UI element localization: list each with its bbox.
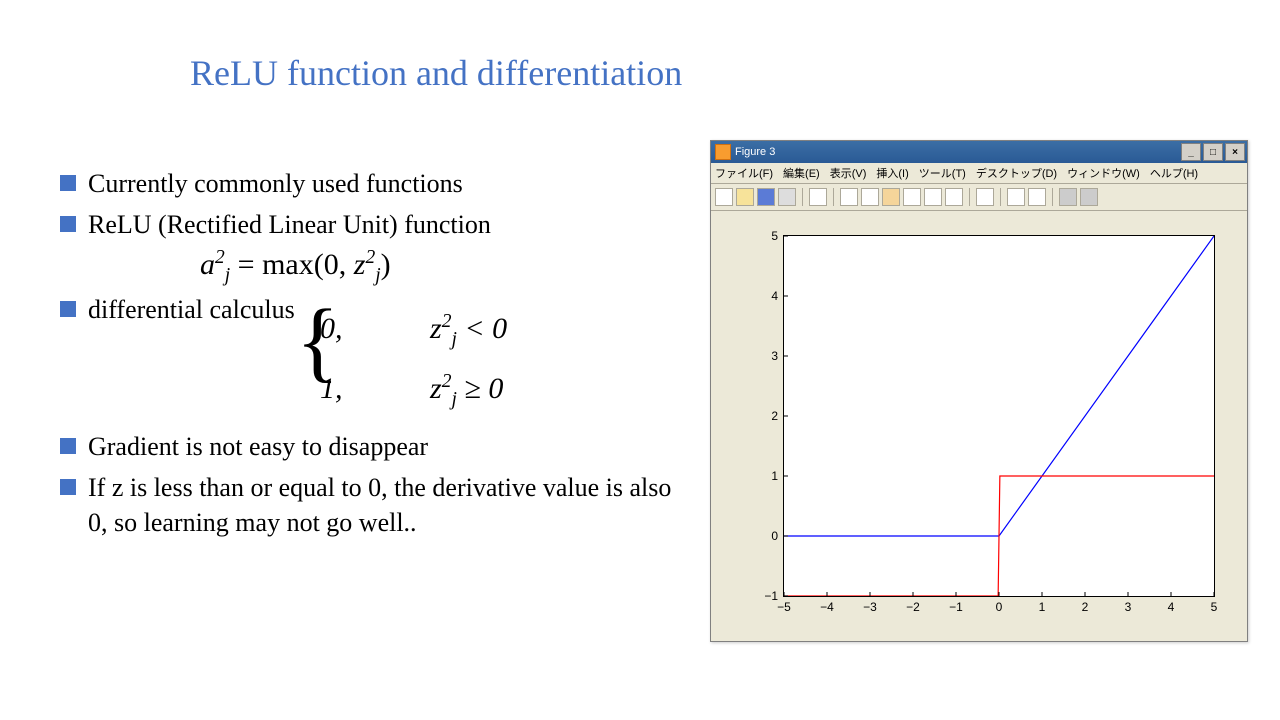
y-tick: 3	[748, 349, 784, 363]
bullet-text: differential calculus	[88, 292, 295, 327]
relu-equation: a2j = max(0, z2j)	[200, 248, 680, 282]
datacursor-icon[interactable]	[924, 188, 942, 206]
print-icon[interactable]	[778, 188, 796, 206]
pointer-icon[interactable]	[809, 188, 827, 206]
plot-panel: −1012345−5−4−3−2−1012345	[729, 221, 1229, 623]
open-icon[interactable]	[736, 188, 754, 206]
menubar: ファイル(F) 編集(E) 表示(V) 挿入(I) ツール(T) デスクトップ(…	[711, 163, 1247, 184]
undock-icon[interactable]	[1080, 188, 1098, 206]
brace: {	[296, 297, 339, 387]
y-tick: 0	[748, 529, 784, 543]
brush-icon[interactable]	[945, 188, 963, 206]
x-tick: 0	[996, 596, 1003, 614]
x-tick: 1	[1039, 596, 1046, 614]
plot-svg	[784, 236, 1214, 596]
x-tick: −3	[863, 596, 877, 614]
toolbar	[711, 184, 1247, 211]
piecewise-row: 0, z2j < 0	[320, 299, 680, 359]
axes: −1012345−5−4−3−2−1012345	[783, 235, 1215, 597]
rotate-icon[interactable]	[903, 188, 921, 206]
y-tick: 2	[748, 409, 784, 423]
colorbar-icon[interactable]	[1007, 188, 1025, 206]
menu-view[interactable]: 表示(V)	[830, 165, 867, 181]
x-tick: −4	[820, 596, 834, 614]
bullet-text: Gradient is not easy to disappear	[88, 429, 428, 464]
menu-desktop[interactable]: デスクトップ(D)	[976, 165, 1057, 181]
y-tick: 4	[748, 289, 784, 303]
bullet-text: If z is less than or equal to 0, the der…	[88, 470, 680, 540]
save-icon[interactable]	[757, 188, 775, 206]
bullet-2: ReLU (Rectified Linear Unit) function	[60, 207, 680, 242]
pan-icon[interactable]	[882, 188, 900, 206]
y-tick: 5	[748, 229, 784, 243]
y-tick: 1	[748, 469, 784, 483]
slide-title: ReLU function and differentiation	[190, 52, 682, 94]
content-area: Currently commonly used functions ReLU (…	[60, 160, 680, 547]
bullet-marker	[60, 438, 76, 454]
menu-window[interactable]: ウィンドウ(W)	[1067, 165, 1140, 181]
piecewise-row: 1, z2j ≥ 0	[320, 359, 680, 419]
menu-edit[interactable]: 編集(E)	[783, 165, 820, 181]
maximize-button[interactable]: □	[1203, 143, 1223, 161]
bullet-text: ReLU (Rectified Linear Unit) function	[88, 207, 491, 242]
bullet-marker	[60, 175, 76, 191]
x-tick: 3	[1125, 596, 1132, 614]
zoom-out-icon[interactable]	[861, 188, 879, 206]
bullet-4: Gradient is not easy to disappear	[60, 429, 680, 464]
piecewise-derivative: { 0, z2j < 0 1, z2j ≥ 0	[320, 299, 680, 419]
close-button[interactable]: ×	[1225, 143, 1245, 161]
minimize-button[interactable]: _	[1181, 143, 1201, 161]
x-tick: −1	[949, 596, 963, 614]
menu-help[interactable]: ヘルプ(H)	[1150, 165, 1198, 181]
window-title: Figure 3	[735, 146, 1181, 158]
link-icon[interactable]	[976, 188, 994, 206]
menu-file[interactable]: ファイル(F)	[715, 165, 773, 181]
bullet-1: Currently commonly used functions	[60, 166, 680, 201]
matlab-figure-window: Figure 3 _ □ × ファイル(F) 編集(E) 表示(V) 挿入(I)…	[710, 140, 1248, 642]
x-tick: 5	[1211, 596, 1218, 614]
zoom-in-icon[interactable]	[840, 188, 858, 206]
titlebar: Figure 3 _ □ ×	[711, 141, 1247, 163]
bullet-marker	[60, 216, 76, 232]
x-tick: −2	[906, 596, 920, 614]
bullet-text: Currently commonly used functions	[88, 166, 463, 201]
dock-icon[interactable]	[1059, 188, 1077, 206]
menu-tools[interactable]: ツール(T)	[919, 165, 966, 181]
bullet-marker	[60, 479, 76, 495]
x-tick: 2	[1082, 596, 1089, 614]
legend-icon[interactable]	[1028, 188, 1046, 206]
matlab-icon	[715, 144, 731, 160]
new-icon[interactable]	[715, 188, 733, 206]
bullet-5: If z is less than or equal to 0, the der…	[60, 470, 680, 540]
x-tick: −5	[777, 596, 791, 614]
menu-insert[interactable]: 挿入(I)	[876, 165, 908, 181]
bullet-marker	[60, 301, 76, 317]
x-tick: 4	[1168, 596, 1175, 614]
